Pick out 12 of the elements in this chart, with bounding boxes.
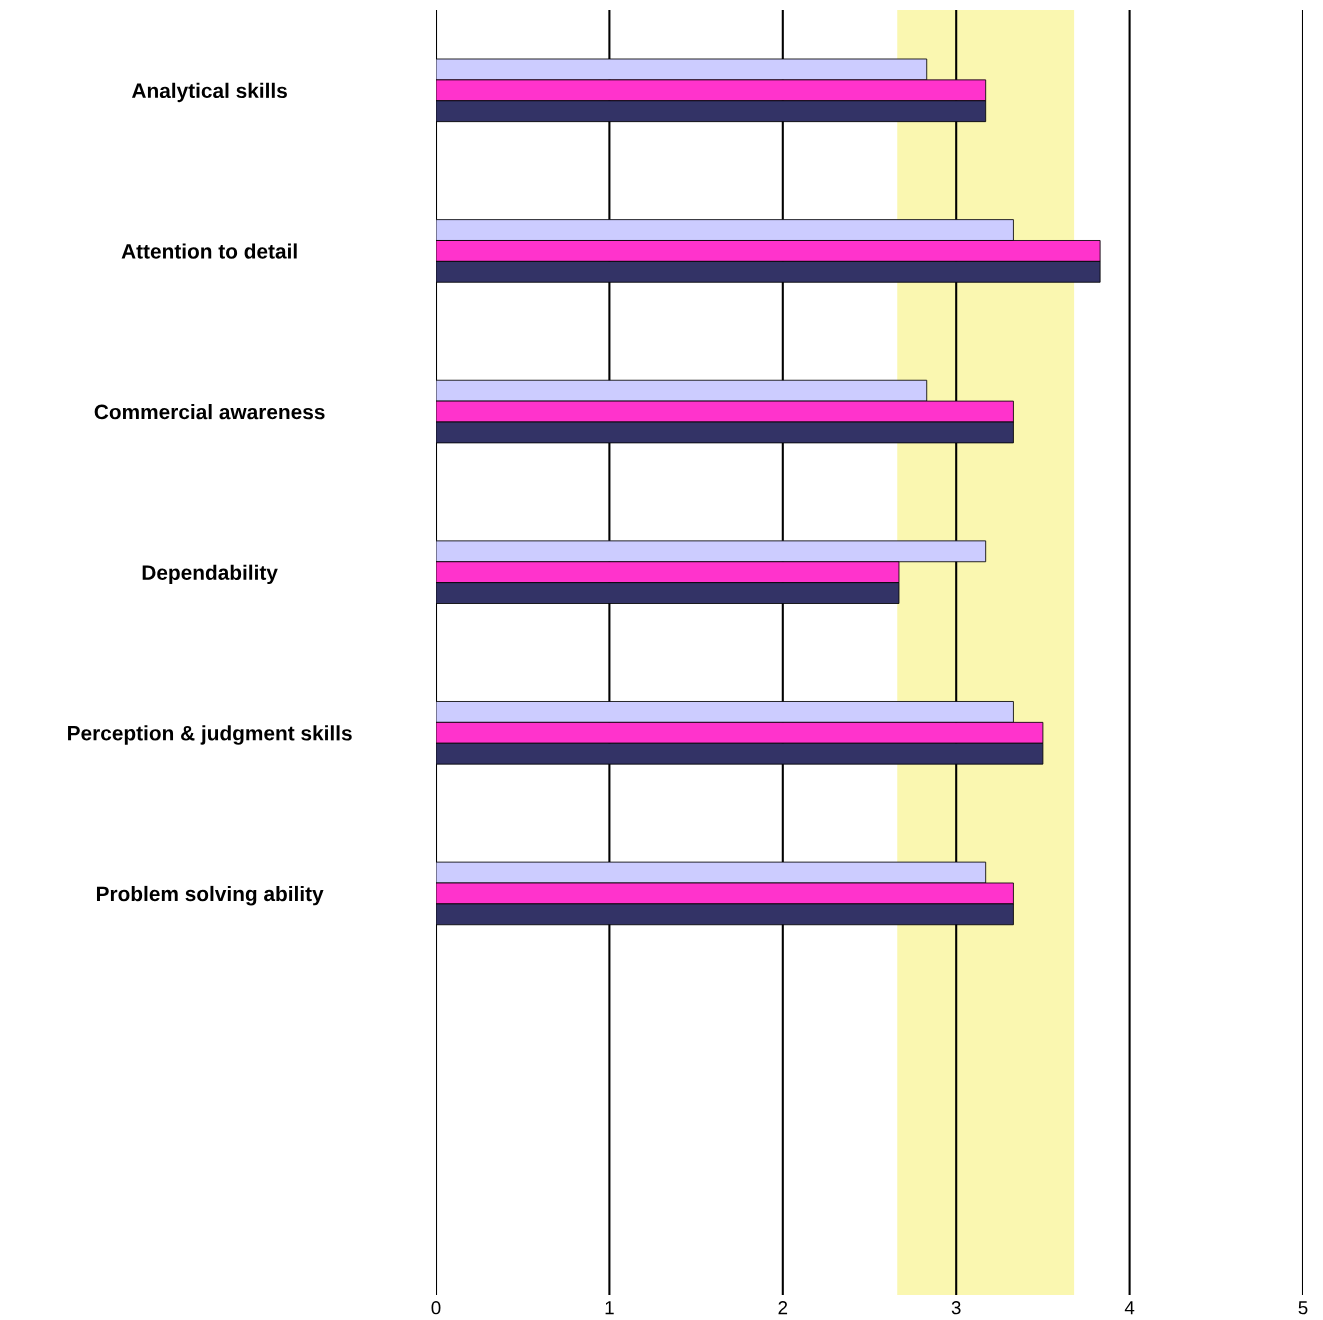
- x-tick-label: 1: [605, 1301, 614, 1315]
- y-tick-label: Attention to detail: [121, 243, 297, 259]
- y-tick-label: Commercial awareness: [94, 404, 325, 420]
- x-tick-label: 0: [431, 1301, 441, 1315]
- y-tick-label: Analytical skills: [131, 82, 287, 103]
- x-tick-label: 3: [951, 1301, 961, 1315]
- y-tick-label: Perception & judgment skills: [68, 725, 352, 745]
- x-tick-label: 4: [1124, 1301, 1135, 1315]
- y-tick-label: Problem solving ability: [96, 885, 324, 906]
- x-tick-label: 2: [778, 1301, 788, 1315]
- y-tick-label: Dependability: [142, 564, 278, 585]
- x-tick-label: 5: [1298, 1301, 1308, 1315]
